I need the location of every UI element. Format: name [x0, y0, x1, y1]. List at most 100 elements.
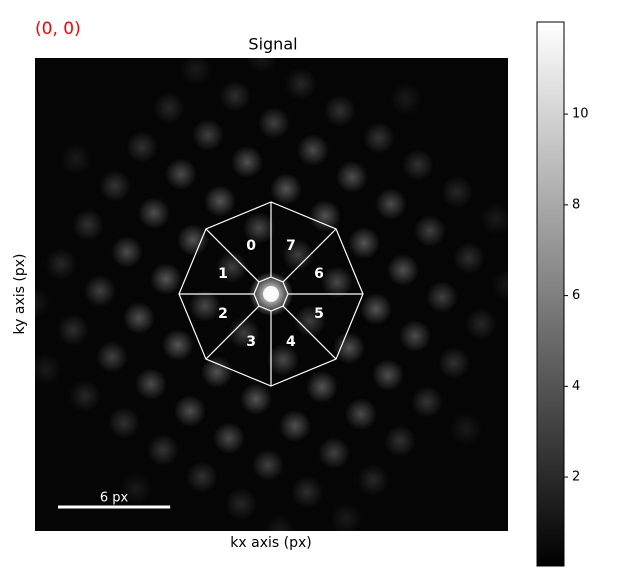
spot: [180, 58, 212, 85]
spot: [60, 143, 92, 175]
spot: [96, 341, 128, 373]
detector-divider: [282, 228, 337, 283]
colorbar-tick-label: 10: [572, 107, 589, 122]
segment-label: 6: [314, 266, 324, 282]
spot: [492, 269, 508, 301]
spot: [228, 317, 260, 349]
segment-label: 4: [286, 334, 296, 350]
spot: [138, 197, 170, 229]
colorbar-tick-label: 2: [572, 470, 580, 485]
image-content: [35, 58, 508, 531]
spot: [441, 176, 473, 208]
spot: [294, 305, 326, 337]
spot: [390, 83, 422, 115]
spot: [186, 461, 218, 493]
spot: [318, 437, 350, 469]
spot: [372, 359, 404, 391]
segment-label: 7: [286, 238, 296, 254]
spot: [384, 425, 416, 457]
colorbar: [536, 21, 565, 567]
spot: [450, 413, 482, 445]
spot: [111, 236, 143, 268]
spot: [174, 395, 206, 427]
central-spot-core: [263, 286, 279, 302]
y-axis-label: ky axis (px): [12, 254, 28, 335]
spot: [120, 473, 152, 505]
spot: [147, 434, 179, 466]
spot: [231, 146, 263, 178]
colorbar-tick-label: 6: [572, 288, 580, 303]
spot: [123, 302, 155, 334]
spot: [348, 227, 380, 259]
spot: [153, 92, 185, 124]
spot: [243, 212, 275, 244]
spot: [246, 58, 278, 73]
spot: [324, 95, 356, 127]
spot: [333, 332, 365, 364]
spot: [35, 353, 62, 385]
spot: [357, 464, 389, 496]
spot: [204, 185, 236, 217]
colorbar-tick-label: 4: [572, 379, 580, 394]
spot: [438, 347, 470, 379]
detector-divider: [282, 305, 337, 360]
spot: [69, 380, 101, 412]
spot: [225, 488, 257, 520]
spot: [291, 476, 323, 508]
spot: [306, 371, 338, 403]
spot: [264, 515, 296, 531]
spot: [189, 290, 221, 322]
spot: [321, 266, 353, 298]
spot: [201, 356, 233, 388]
colorbar-tick-label: 8: [572, 197, 580, 212]
spot: [177, 224, 209, 256]
spot: [240, 383, 272, 415]
spot: [279, 410, 311, 442]
spot: [35, 287, 50, 319]
detector-divider: [205, 228, 260, 283]
scale-bar-label: 6 px: [100, 491, 129, 506]
spot: [480, 203, 508, 235]
spot: [345, 398, 377, 430]
spot: [309, 200, 341, 232]
spot: [57, 314, 89, 346]
spot: [162, 329, 194, 361]
spot: [126, 131, 158, 163]
spot: [336, 161, 368, 193]
spot: [465, 308, 497, 340]
spot: [387, 254, 419, 286]
spot: [360, 293, 392, 325]
spot: [402, 149, 434, 181]
detector-divider: [205, 305, 260, 360]
spot: [414, 215, 446, 247]
spot: [72, 209, 104, 241]
spot: [453, 242, 485, 274]
spot: [267, 344, 299, 376]
spot: [399, 320, 431, 352]
segment-label: 2: [218, 306, 228, 322]
spot: [297, 134, 329, 166]
spot: [282, 239, 314, 271]
spot: [252, 449, 284, 481]
annotation: (0, 0): [35, 19, 81, 39]
detector: 0 1 2 3 4 5 6 7: [178, 201, 364, 387]
segment-label: 1: [218, 266, 228, 282]
spot: [363, 122, 395, 154]
spot: [108, 407, 140, 439]
spot: [150, 263, 182, 295]
spot: [213, 422, 245, 454]
spot: [165, 158, 197, 190]
segment-label: 0: [246, 238, 256, 254]
segment-label: 5: [314, 306, 324, 322]
spot: [99, 170, 131, 202]
spot: [258, 107, 290, 139]
segment-label: 3: [246, 334, 256, 350]
spot: [411, 386, 443, 418]
spot: [219, 80, 251, 112]
x-axis-label: kx axis (px): [230, 535, 311, 551]
chart-title: Signal: [248, 35, 297, 54]
spot: [192, 119, 224, 151]
spot: [84, 275, 116, 307]
spot: [330, 503, 362, 531]
